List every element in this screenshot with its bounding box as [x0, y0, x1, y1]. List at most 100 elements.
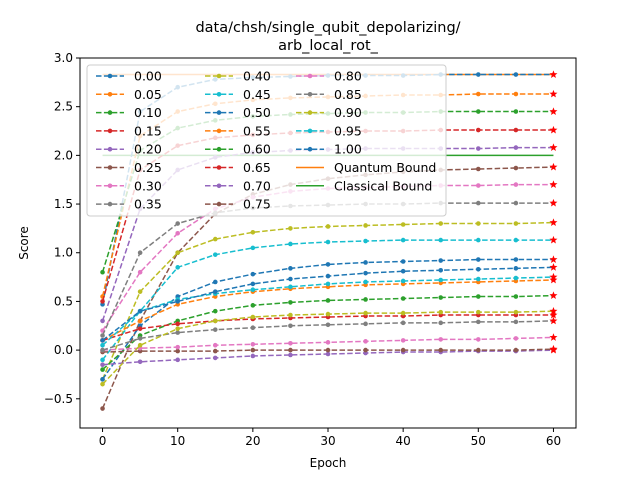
- data-point: [250, 325, 256, 331]
- data-point: [100, 381, 105, 387]
- data-point: [513, 200, 519, 206]
- data-point: [438, 221, 444, 226]
- data-point: [513, 347, 519, 353]
- data-point: [288, 226, 293, 231]
- data-point: [100, 377, 105, 382]
- legend-label: Classical Bound: [334, 178, 432, 193]
- final-epoch-marker: [549, 255, 558, 263]
- data-point: [137, 359, 143, 365]
- data-point: [513, 145, 519, 150]
- data-point: [100, 318, 105, 324]
- legend-marker: [307, 146, 313, 152]
- y-tick-label: −0.5: [44, 392, 73, 406]
- data-point: [363, 310, 368, 316]
- data-point: [438, 295, 444, 300]
- legend-label: 0.30: [134, 178, 162, 193]
- data-point: [100, 406, 105, 411]
- data-point: [175, 250, 180, 256]
- data-point: [513, 91, 519, 97]
- data-point: [400, 259, 406, 264]
- data-point: [250, 341, 256, 347]
- data-point: [325, 262, 331, 267]
- legend-label: 1.00: [334, 142, 362, 157]
- data-point: [438, 277, 444, 283]
- data-point: [476, 319, 481, 325]
- legend-marker: [216, 110, 222, 115]
- data-point: [250, 229, 256, 235]
- x-tick-label: 60: [546, 434, 561, 448]
- data-point: [137, 342, 143, 348]
- legend-marker: [107, 201, 113, 207]
- data-point: [438, 267, 444, 273]
- y-tick-label: 0.5: [54, 294, 73, 308]
- data-point: [438, 309, 444, 315]
- data-point: [476, 276, 481, 282]
- legend-marker: [107, 128, 113, 134]
- data-point: [363, 223, 368, 228]
- y-axis: −0.5 0.0 0.5 1.0 1.5 2.0 2.5 3.0: [44, 51, 80, 406]
- data-point: [476, 72, 481, 77]
- data-point: [212, 348, 218, 354]
- x-tick-label: 10: [170, 434, 185, 448]
- data-point: [100, 342, 105, 348]
- data-point: [250, 245, 256, 251]
- data-point: [438, 258, 444, 263]
- final-epoch-marker: [549, 306, 558, 315]
- data-point: [476, 109, 481, 114]
- data-point: [438, 337, 444, 342]
- data-point: [212, 342, 218, 348]
- data-point: [100, 362, 105, 368]
- data-point: [400, 338, 406, 343]
- data-point: [250, 314, 256, 320]
- data-point: [513, 309, 519, 315]
- data-point: [288, 352, 293, 358]
- legend-label: 0.85: [334, 87, 362, 102]
- data-point: [212, 318, 218, 324]
- legend-label: 0.45: [243, 87, 271, 102]
- y-axis-label: Score: [17, 226, 31, 260]
- final-epoch-marker: [549, 275, 558, 284]
- data-point: [400, 268, 406, 274]
- legend-marker: [216, 146, 222, 152]
- data-point: [476, 266, 481, 272]
- y-tick-label: 0.0: [54, 343, 73, 357]
- final-epoch-marker: [549, 180, 558, 188]
- legend-label: 0.40: [243, 69, 271, 84]
- data-point: [325, 281, 331, 287]
- legend-label: 0.60: [243, 142, 271, 157]
- legend-marker: [107, 165, 113, 170]
- data-point: [137, 289, 143, 294]
- legend-marker: [216, 165, 222, 170]
- data-point: [476, 294, 481, 299]
- data-point: [325, 311, 331, 317]
- legend-marker: [216, 92, 222, 97]
- final-epoch-marker: [549, 263, 558, 271]
- final-epoch-marker: [549, 333, 558, 341]
- legend-marker: [307, 73, 313, 79]
- final-epoch-marker: [549, 235, 558, 244]
- data-point: [175, 221, 180, 226]
- data-point: [212, 308, 218, 314]
- legend-marker: [216, 73, 222, 79]
- data-point: [325, 273, 331, 279]
- final-epoch-marker: [549, 162, 558, 171]
- data-point: [137, 336, 143, 341]
- data-point: [400, 310, 406, 316]
- legend-label: 0.50: [243, 105, 271, 120]
- data-point: [288, 300, 293, 305]
- data-point: [513, 165, 519, 171]
- data-point: [212, 252, 218, 257]
- data-point: [175, 265, 180, 270]
- data-point: [513, 182, 519, 187]
- data-point: [288, 312, 293, 318]
- data-point: [363, 238, 368, 244]
- data-point: [212, 236, 218, 242]
- data-point: [438, 320, 444, 326]
- legend-label: 0.35: [134, 197, 162, 212]
- data-point: [325, 347, 331, 353]
- legend-label: 0.75: [243, 197, 271, 212]
- y-tick-label: 1.0: [54, 246, 73, 260]
- legend-label: 0.90: [334, 105, 362, 120]
- final-epoch-marker: [549, 272, 558, 281]
